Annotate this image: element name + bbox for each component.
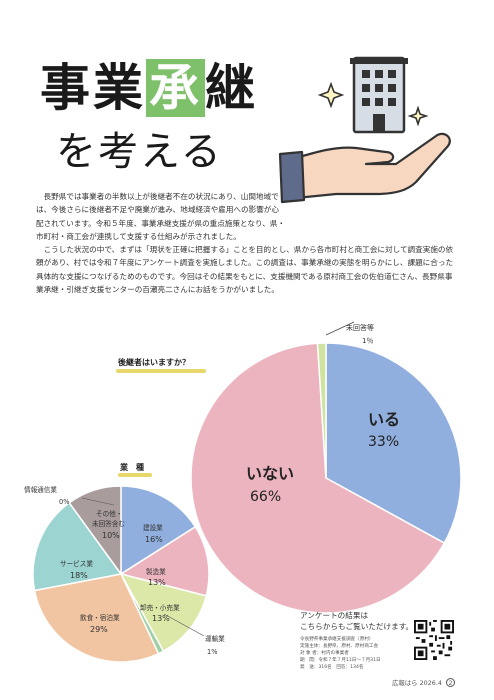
meta-line-1: 令長野県事業承継支援調査（原村） — [300, 637, 374, 642]
pie1-label-inai: いない — [246, 464, 294, 483]
pie1-slice-2 — [316, 342, 327, 479]
page-number: 2 — [446, 678, 456, 687]
pie2-label-sonota1: その他・ — [96, 509, 122, 518]
pie2-slice-0 — [120, 485, 197, 576]
pie2-pct-sonota: 10% — [102, 531, 120, 540]
pie2-slice-7 — [68, 485, 122, 577]
survey-note-line2: こちらからもご覧いただけます。 — [300, 622, 414, 631]
pie2-slices — [32, 485, 210, 663]
pie2-leader-unyu — [163, 613, 205, 637]
pie1-pct-iru: 33% — [368, 434, 399, 450]
meta-line-2: 実施主体：長野県、原村、原村商工会 — [300, 644, 379, 649]
pie2-pct-seizou: 13% — [148, 578, 166, 587]
magazine-name: 広報はら 2026.4 — [392, 679, 442, 687]
pie1-label-iru: いる — [368, 410, 400, 429]
pie2-label-oroshi: 卸売・小売業 — [140, 603, 180, 612]
pie1-label-mikaitou: 未回答等 — [346, 323, 374, 332]
pie1-pct-mikaitou: 1％ — [362, 337, 373, 345]
pie2-pct-kensetsu: 16% — [145, 535, 163, 544]
meta-line-3: 対 象 者：村内の事業者 — [300, 651, 349, 656]
chart2-title: 業 種 — [120, 463, 144, 472]
pie2-pct-unyu: 1% — [207, 648, 217, 656]
meta-line-5: 発 送：316名 回答：134名 — [300, 665, 364, 670]
sparkle-icon — [317, 81, 429, 127]
meta-line-4: 期 間：令和７年７月11日〜７月31日 — [300, 658, 381, 663]
chart1-title: 後継者はいますか？ — [118, 358, 190, 367]
hand-icon — [278, 132, 451, 204]
body-paragraph-1: 長野県では事業者の半数以上が後継者不在の状況にあり、山間地域では、今後さらに後継… — [36, 192, 286, 241]
pie2-slice-1 — [119, 525, 210, 597]
pie1-leader-line — [325, 321, 355, 336]
pie2-label-sonota2: 未回答含む — [92, 519, 125, 528]
page-subtitle: を考える — [56, 129, 223, 175]
pie2-label-kensetsu: 建設業 — [143, 523, 163, 532]
callout-underline — [116, 369, 206, 373]
survey-meta: 令長野県事業承継支援調査（原村） 実施主体：長野県、原村、原村商工会 対 象 者… — [300, 636, 381, 671]
pie2-pct-inshoku: 29% — [90, 625, 108, 634]
title-highlight: 承 — [146, 59, 205, 117]
pie2-slice-5 — [32, 501, 123, 592]
building-icon — [350, 56, 408, 134]
survey-note-line1: アンケートの結果は — [300, 611, 369, 620]
pie1-slice-1 — [190, 342, 446, 614]
pie2-slice-2 — [119, 572, 208, 653]
pie1-slices — [190, 342, 462, 614]
pie1-pct-inai: 66% — [250, 489, 281, 505]
pie2-pct-jouhou: 0% — [59, 498, 69, 506]
pie2-label-seizou: 製造業 — [146, 567, 166, 576]
industry-underline — [118, 473, 152, 477]
title-part2: 継 — [205, 59, 258, 117]
page-footer: 広報はら 2026.4 2 — [392, 678, 456, 687]
title-part1: 事業 — [40, 59, 146, 117]
pie1-slice-0 — [325, 342, 462, 545]
pie2-slice-4 — [33, 573, 160, 663]
pie2-leader-jouhou — [81, 497, 115, 506]
body-paragraph-2: こうした状況の中で、まずは「現状を正確に把握する」ことを目的とし、県から各市町村… — [36, 245, 454, 295]
survey-note: アンケートの結果は こちらからもご覧いただけます。 — [300, 610, 413, 632]
pie2-pct-service: 18% — [70, 571, 88, 580]
body-text: 長野県では事業者の半数以上が後継者不在の状況にあり、山間地域では、今後さらに後継… — [36, 190, 456, 296]
pie2-label-service: サービス業 — [60, 559, 93, 568]
pie2-label-inshoku: 飲食・宿泊業 — [80, 613, 120, 622]
hand-building-illustration — [278, 56, 451, 204]
pie2-label-jouhou: 情報通信業 — [24, 485, 57, 494]
qr-code[interactable] — [414, 620, 454, 660]
pie2-pct-oroshi: 13% — [152, 614, 170, 623]
pie2-label-unyu: 運輸業 — [205, 634, 225, 643]
page-title: 事業承継 — [40, 59, 258, 117]
